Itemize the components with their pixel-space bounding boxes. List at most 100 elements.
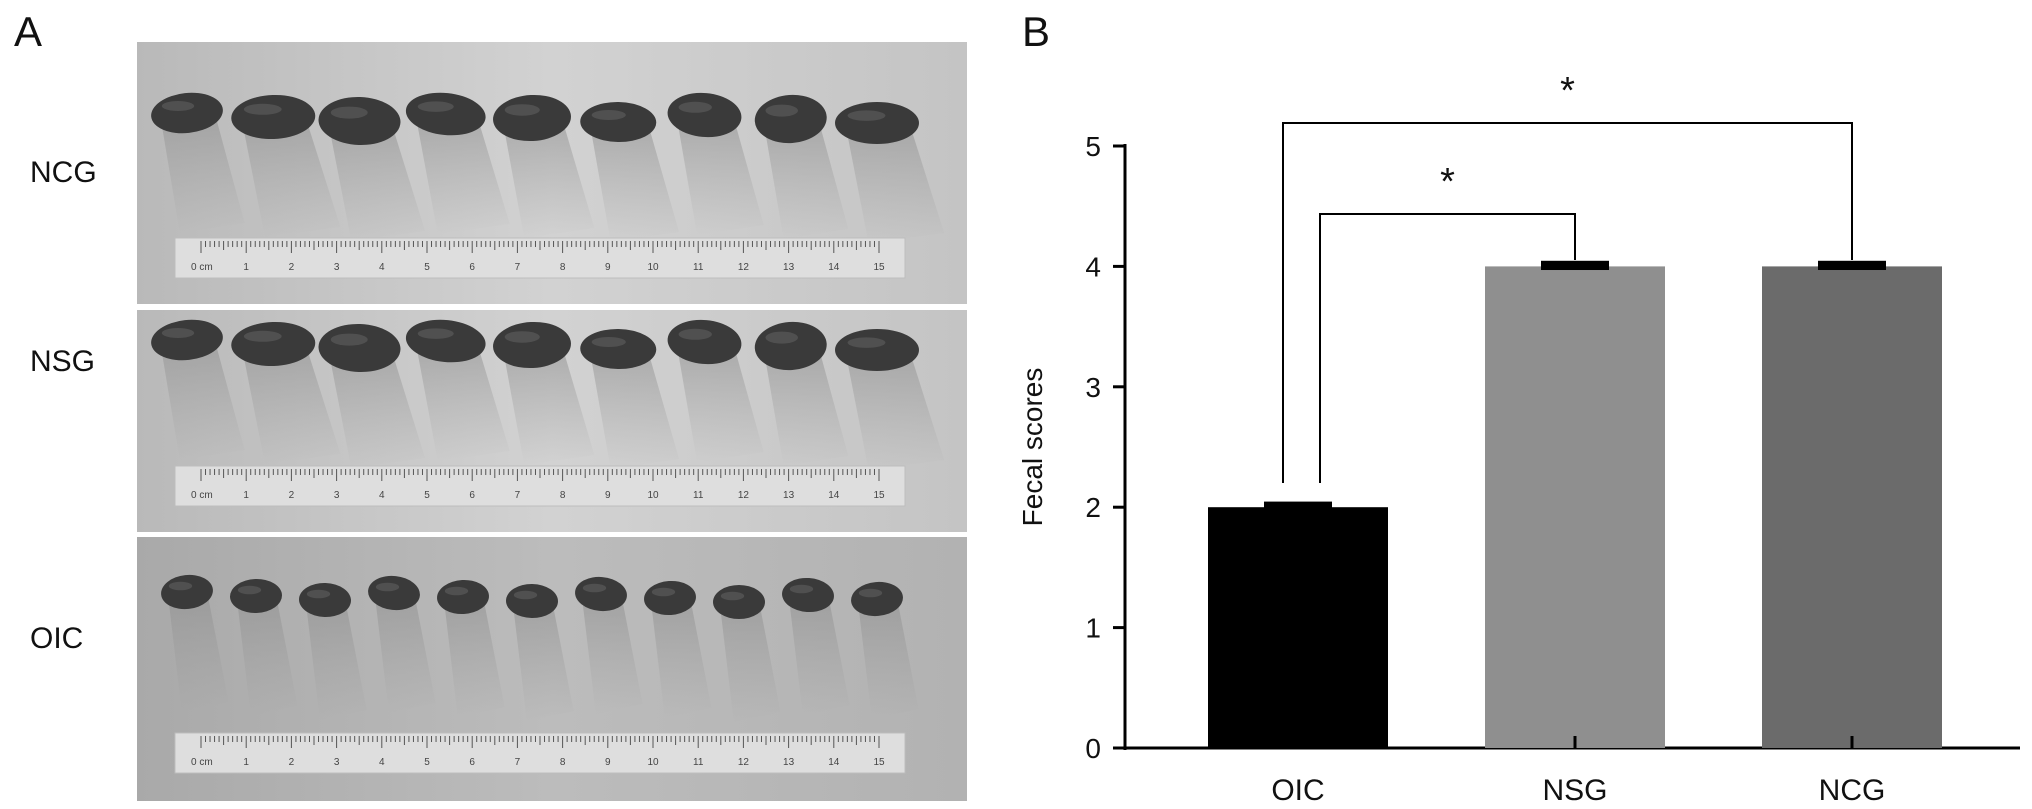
pellet-highlight bbox=[582, 583, 607, 593]
x-tick-label-ncg: NCG bbox=[1819, 774, 1886, 807]
pellet-shadow bbox=[678, 119, 764, 235]
pellet-highlight bbox=[765, 104, 798, 117]
pellet-shadow bbox=[591, 126, 680, 242]
ruler-tick-label: 11 bbox=[693, 262, 704, 273]
bar-ncg bbox=[1762, 266, 1942, 748]
ruler-tick-label: 5 bbox=[424, 757, 430, 768]
row-label-ncg: NCG bbox=[30, 156, 97, 189]
error-bar-oic bbox=[1264, 501, 1332, 511]
pellet-highlight bbox=[504, 331, 540, 343]
pellet-highlight bbox=[243, 330, 282, 342]
pellet-shadow bbox=[330, 125, 426, 241]
ruler-tick-label: 14 bbox=[828, 262, 840, 273]
pellet-highlight bbox=[651, 587, 676, 597]
ruler-tick-label: 11 bbox=[693, 757, 704, 768]
pellet-highlight bbox=[306, 589, 331, 599]
ruler-tick-label: 4 bbox=[379, 490, 385, 501]
panel-a-letter: A bbox=[14, 8, 43, 55]
ruler-tick-label: 4 bbox=[379, 262, 385, 273]
significance-bracket-oic-nsg bbox=[1319, 213, 1576, 483]
x-tick-label-nsg: NSG bbox=[1542, 774, 1607, 807]
photo-nsg: 0 cm 1 2 3 4 5 6 7 8 9 10 11 12 13 14 15 bbox=[137, 310, 967, 532]
ruler-tick-label: 3 bbox=[334, 490, 340, 501]
ruler-tick-label: 2 bbox=[289, 757, 295, 768]
pellet-highlight bbox=[375, 582, 400, 592]
ruler-unit-label: 0 cm bbox=[191, 757, 213, 768]
pellet-shadow bbox=[582, 597, 643, 714]
pellet-highlight bbox=[591, 110, 626, 120]
pellet-shadow bbox=[237, 599, 298, 716]
ruler-tick-label: 1 bbox=[243, 757, 249, 768]
pellet-shadow bbox=[720, 605, 781, 722]
pellet-shadow bbox=[847, 354, 945, 470]
ruler-tick-label: 9 bbox=[605, 262, 611, 273]
pellet-shadow bbox=[161, 344, 245, 460]
ruler-tick-label: 5 bbox=[424, 262, 430, 273]
pellet-highlight bbox=[858, 588, 883, 598]
pellet-highlight bbox=[237, 585, 262, 595]
pellet-highlight bbox=[765, 331, 798, 344]
bar-nsg bbox=[1485, 266, 1665, 748]
pellet-highlight bbox=[847, 337, 886, 348]
row-label-nsg: NSG bbox=[30, 345, 96, 378]
pellet-highlight bbox=[678, 101, 712, 113]
pellet-highlight bbox=[678, 328, 712, 340]
pellet-shadow bbox=[513, 604, 574, 721]
pellet-shadow bbox=[168, 595, 229, 712]
pellet-shadow bbox=[375, 596, 436, 713]
x-tick-label-oic: OIC bbox=[1271, 774, 1324, 807]
ruler-tick-label: 9 bbox=[605, 490, 611, 501]
error-bar-nsg bbox=[1541, 260, 1609, 271]
ruler-tick-label: 15 bbox=[873, 757, 885, 768]
pellet-shadow bbox=[243, 121, 341, 237]
pellet-highlight bbox=[417, 101, 454, 112]
ruler-tick-label: 12 bbox=[738, 757, 750, 768]
ruler-tick-label: 14 bbox=[828, 757, 840, 768]
panel-b-letter: B bbox=[1022, 8, 1051, 55]
significance-star: * bbox=[1560, 70, 1575, 112]
pellet-highlight bbox=[168, 581, 193, 591]
ruler-tick-label: 13 bbox=[783, 757, 795, 768]
ruler-tick-label: 9 bbox=[605, 757, 611, 768]
pellet-highlight bbox=[789, 584, 814, 594]
ruler-tick-label: 7 bbox=[515, 757, 521, 768]
photo-oic: 0 cm 1 2 3 4 5 6 7 8 9 10 11 12 13 14 15 bbox=[137, 537, 967, 801]
ruler-tick-label: 8 bbox=[560, 757, 566, 768]
y-tick-label: 5 bbox=[1085, 131, 1101, 162]
ruler-tick-label: 6 bbox=[469, 490, 475, 501]
pellet-shadow bbox=[765, 123, 849, 239]
pellet-highlight bbox=[417, 328, 454, 339]
ruler-tick-label: 14 bbox=[828, 490, 840, 501]
ruler-tick-label: 11 bbox=[693, 490, 704, 501]
ruler-tick-label: 8 bbox=[560, 490, 566, 501]
y-tick-label: 2 bbox=[1085, 492, 1101, 523]
pellet-shadow bbox=[306, 603, 367, 720]
pellet-highlight bbox=[513, 590, 538, 600]
ruler-tick-label: 12 bbox=[738, 262, 750, 273]
ruler-tick-label: 1 bbox=[243, 490, 249, 501]
pellet-highlight bbox=[161, 101, 195, 111]
significance-star: * bbox=[1440, 161, 1455, 203]
pellet-highlight bbox=[444, 586, 469, 596]
ruler-tick-label: 3 bbox=[334, 262, 340, 273]
ruler-tick-label: 3 bbox=[334, 757, 340, 768]
pellet-highlight bbox=[330, 333, 368, 346]
ruler-tick-label: 15 bbox=[873, 262, 885, 273]
ruler-tick-label: 2 bbox=[289, 490, 295, 501]
significance-bracket-oic-ncg bbox=[1282, 122, 1853, 483]
pellet-shadow bbox=[858, 602, 919, 719]
error-bar-ncg bbox=[1818, 260, 1886, 271]
ruler-tick-label: 6 bbox=[469, 262, 475, 273]
ruler-tick-label: 13 bbox=[783, 490, 795, 501]
pellet-highlight bbox=[847, 110, 886, 121]
ruler-tick-label: 10 bbox=[647, 490, 659, 501]
ruler-unit-label: 0 cm bbox=[191, 262, 213, 273]
pellet-shadow bbox=[765, 350, 849, 466]
ruler-tick-label: 13 bbox=[783, 262, 795, 273]
pellet-shadow bbox=[591, 353, 680, 469]
pellet-highlight bbox=[720, 591, 745, 601]
y-tick-label: 0 bbox=[1085, 733, 1101, 764]
ruler-tick-label: 10 bbox=[647, 757, 659, 768]
